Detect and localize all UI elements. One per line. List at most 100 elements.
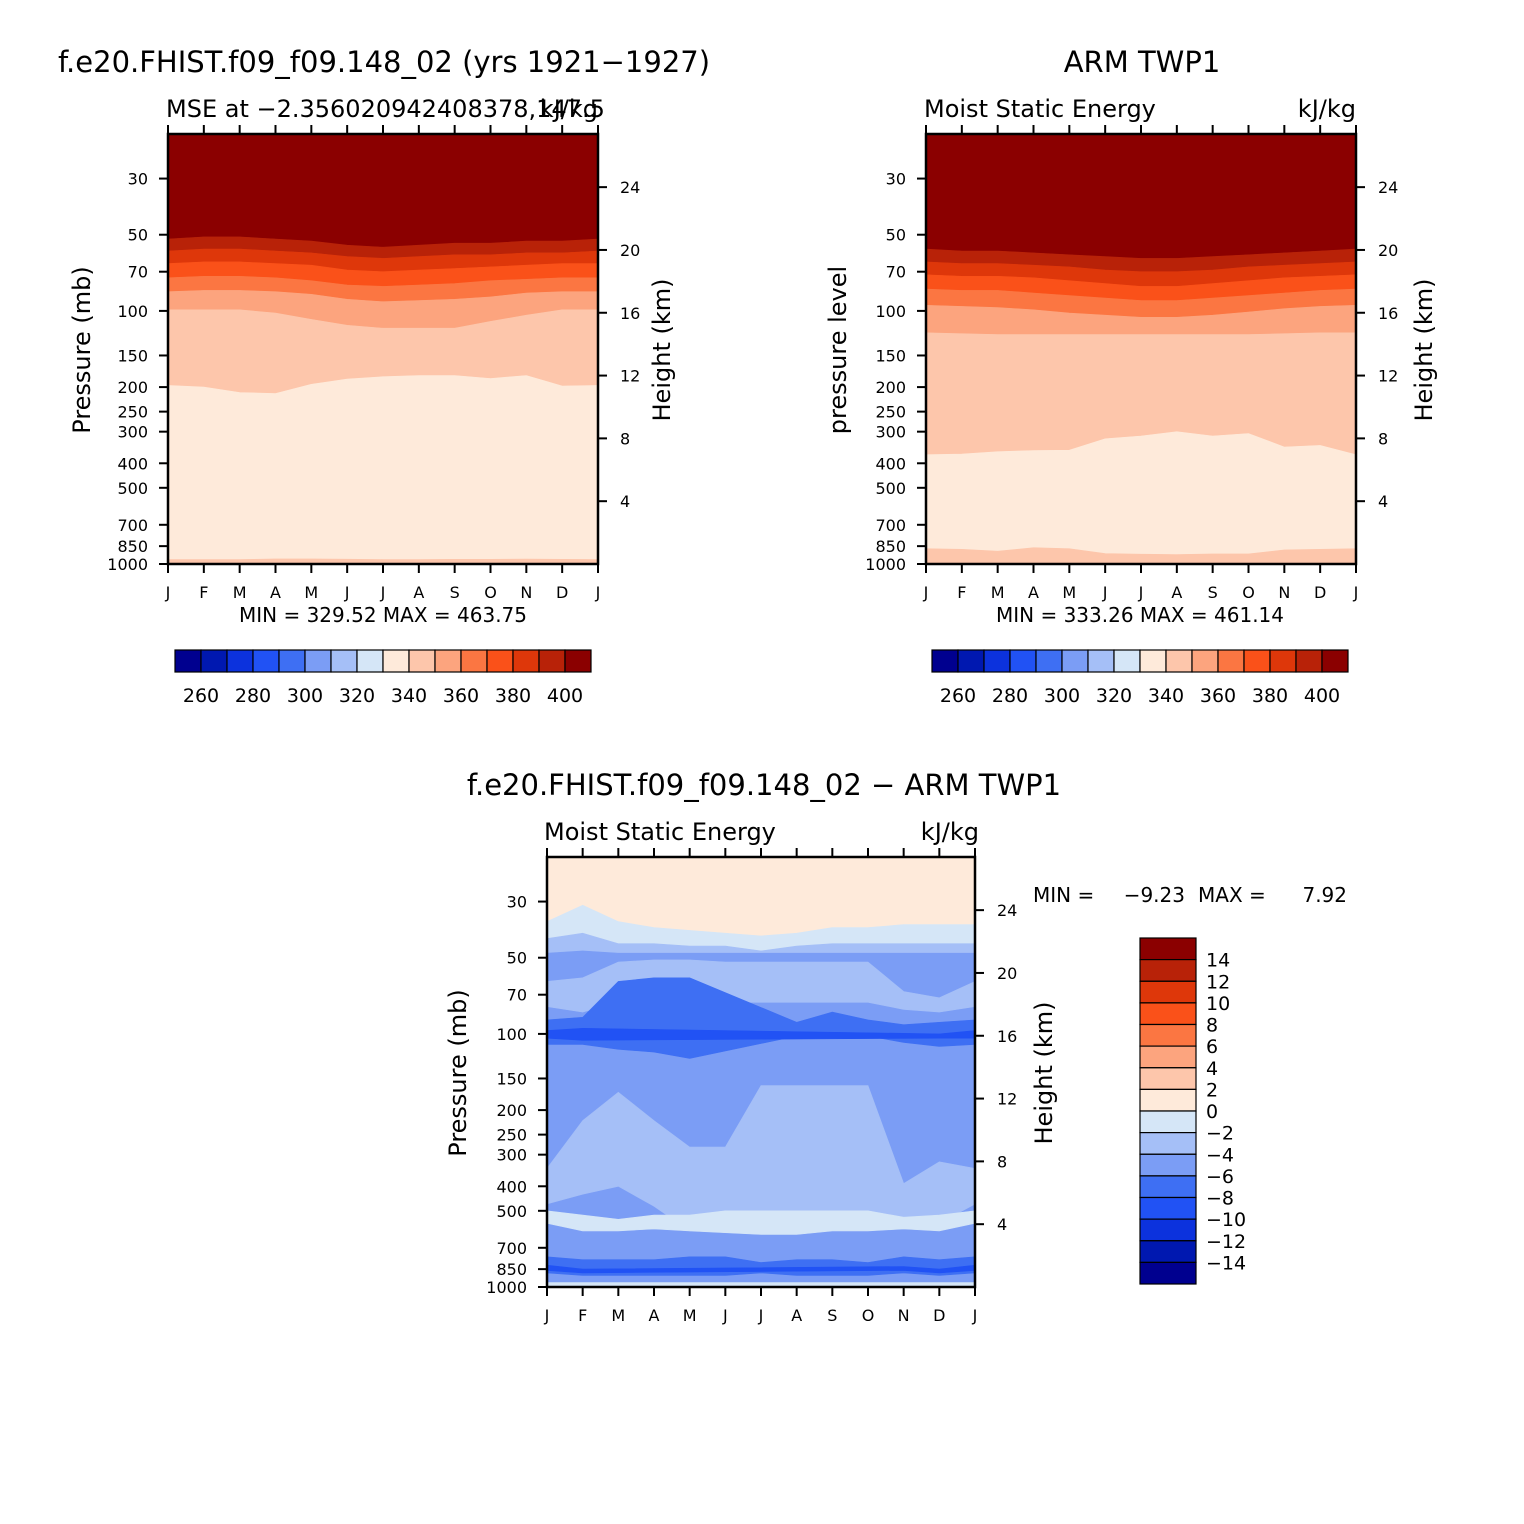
obs-subtitle-right: kJ/kg <box>1298 95 1356 123</box>
colorbar-box <box>330 649 358 673</box>
colorbar-box <box>200 649 228 673</box>
y-tick-label: 500 <box>496 1202 527 1221</box>
x-tick-label: J <box>344 583 350 602</box>
colorbar-label: 400 <box>547 685 583 707</box>
y-tick-label: 100 <box>875 302 906 321</box>
colorbar-label: 260 <box>183 685 219 707</box>
colorbar-label: 4 <box>1206 1058 1218 1080</box>
x-tick-label: A <box>413 583 424 602</box>
height-tick-label: 16 <box>620 304 640 323</box>
colorbar-box <box>486 649 514 673</box>
height-tick-label: 12 <box>620 367 640 386</box>
model-ylabel-right: Height (km) <box>648 279 676 422</box>
contour-band-0 <box>168 134 598 248</box>
x-tick-label: A <box>270 583 281 602</box>
diff-panel: f.e20.FHIST.f09_f09.148_02 − ARM TWP1 Mo… <box>444 768 1347 1325</box>
colorbar-box <box>304 649 332 673</box>
colorbar-label: 380 <box>1252 685 1288 707</box>
colorbar-box <box>1165 649 1193 673</box>
x-tick-label: N <box>898 1306 910 1325</box>
x-tick-label: M <box>304 583 318 602</box>
colorbar-box <box>1061 649 1089 673</box>
y-tick-label: 400 <box>117 454 148 473</box>
x-tick-label: M <box>1062 583 1076 602</box>
height-tick-label: 4 <box>620 492 630 511</box>
height-tick-label: 20 <box>1378 241 1398 260</box>
height-tick-label: 20 <box>997 964 1017 983</box>
diff-ylabel: Pressure (mb) <box>444 989 472 1156</box>
obs-title: ARM TWP1 <box>1064 45 1221 79</box>
colorbar-box <box>1009 649 1037 673</box>
x-tick-label: J <box>923 583 929 602</box>
contour-band-7 <box>547 1085 975 1232</box>
colorbar-box <box>226 649 254 673</box>
y-tick-label: 850 <box>496 1260 527 1279</box>
colorbar-box <box>1139 1045 1197 1069</box>
height-tick-label: 4 <box>1378 492 1388 511</box>
x-tick-label: F <box>578 1306 587 1325</box>
diff-subtitle-left: Moist Static Energy <box>544 818 776 846</box>
colorbar-label: 0 <box>1206 1101 1218 1123</box>
colorbar-box <box>1139 958 1197 982</box>
x-tick-label: M <box>233 583 247 602</box>
x-tick-label: D <box>933 1306 945 1325</box>
diff-max-label: MAX = <box>1198 883 1266 907</box>
x-tick-label: F <box>957 583 966 602</box>
x-tick-label: J <box>1102 583 1108 602</box>
colorbar-box <box>512 649 540 673</box>
y-tick-label: 500 <box>875 479 906 498</box>
colorbar-box <box>382 649 410 673</box>
colorbar-label: 14 <box>1206 950 1230 972</box>
colorbar-label: 280 <box>235 685 271 707</box>
x-tick-label: J <box>544 1306 550 1325</box>
y-tick-label: 30 <box>507 893 527 912</box>
x-tick-label: M <box>683 1306 697 1325</box>
y-tick-label: 200 <box>496 1101 527 1120</box>
diff-title: f.e20.FHIST.f09_f09.148_02 − ARM TWP1 <box>467 768 1061 802</box>
colorbar-box <box>983 649 1011 673</box>
colorbar-box <box>278 649 306 673</box>
y-tick-label: 70 <box>507 986 527 1005</box>
colorbar-box <box>356 649 384 673</box>
height-tick-label: 8 <box>620 429 630 448</box>
x-tick-label: M <box>991 583 1005 602</box>
height-tick-label: 24 <box>1378 178 1398 197</box>
y-tick-label: 300 <box>117 423 148 442</box>
y-tick-label: 70 <box>886 263 906 282</box>
y-tick-label: 100 <box>496 1025 527 1044</box>
x-tick-label: J <box>758 1306 764 1325</box>
y-tick-label: 150 <box>117 346 148 365</box>
colorbar-label: 280 <box>992 685 1028 707</box>
model-panel: f.e20.FHIST.f09_f09.148_02 (yrs 1921−192… <box>58 45 710 707</box>
y-tick-label: 850 <box>875 537 906 556</box>
height-tick-label: 16 <box>1378 304 1398 323</box>
x-tick-label: J <box>380 583 386 602</box>
colorbar-label: 320 <box>339 685 375 707</box>
model-subtitle-left: MSE at −2.356020942408378,147.5 <box>166 95 605 123</box>
colorbar-label: 12 <box>1206 971 1230 993</box>
contour-fills <box>168 134 598 564</box>
y-tick-label: 30 <box>128 170 148 189</box>
colorbar-label: 10 <box>1206 993 1230 1015</box>
colorbar-label: 300 <box>1044 685 1080 707</box>
y-tick-label: 700 <box>496 1239 527 1258</box>
colorbar-box <box>1139 1240 1197 1264</box>
x-tick-label: A <box>1028 583 1039 602</box>
x-tick-label: J <box>1138 583 1144 602</box>
y-tick-label: 100 <box>117 302 148 321</box>
height-tick-label: 12 <box>1378 367 1398 386</box>
colorbar-box <box>252 649 280 673</box>
diff-subtitle-right: kJ/kg <box>921 818 979 846</box>
height-tick-label: 24 <box>997 901 1017 920</box>
x-tick-label: D <box>1314 583 1326 602</box>
colorbar-label: −6 <box>1206 1166 1234 1188</box>
x-tick-label: S <box>1208 583 1218 602</box>
colorbar-box <box>1243 649 1271 673</box>
colorbar-box <box>1269 649 1297 673</box>
colorbar-label: −2 <box>1206 1123 1234 1145</box>
colorbar-box <box>931 649 959 673</box>
